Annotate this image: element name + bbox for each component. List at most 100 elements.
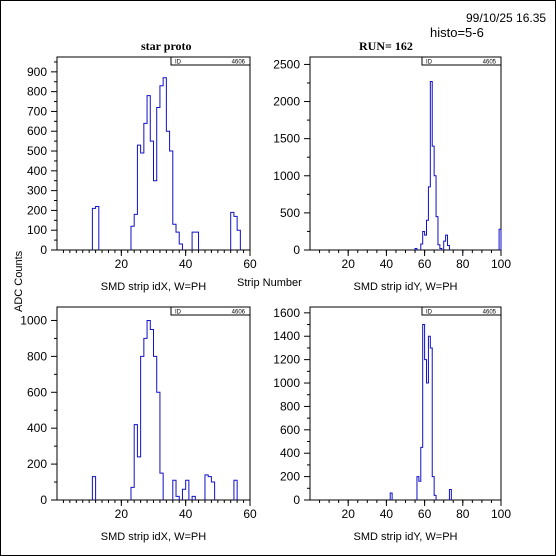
histogram-1-bin	[163, 78, 166, 250]
histogram-2-x-caption: SMD strip idY, W=PH	[353, 281, 457, 293]
histogram-3-bin	[160, 473, 163, 500]
histogram-3-bin	[192, 496, 195, 500]
histogram-4-bin	[449, 489, 451, 500]
histogram-3-bin	[147, 320, 150, 500]
histogram-4-x-tick-label: 100	[491, 507, 511, 521]
histogram-2-bin	[436, 217, 438, 250]
histogram-1-y-tick-label: 300	[27, 184, 47, 198]
histogram-4-y-tick-label: 800	[280, 399, 300, 413]
histogram-1-bin	[144, 123, 147, 250]
histogram-2-y-tick-label: 2500	[273, 57, 300, 71]
histogram-4-bin	[419, 481, 421, 500]
histogram-4-y-tick-label: 600	[280, 423, 300, 437]
histogram-4-y-tick-label: 1200	[273, 353, 300, 367]
histogram-4-bin	[427, 383, 429, 500]
histogram-2-bin	[434, 176, 436, 250]
histogram-3-bin	[157, 392, 160, 500]
histogram-3-x-tick-label: 20	[115, 507, 129, 521]
histogram-2-x-tick-label: 20	[342, 257, 356, 271]
histogram-1-bin	[234, 216, 237, 250]
histogram-4-x-tick-label: 20	[342, 507, 356, 521]
histogram-3-bin	[211, 482, 214, 500]
histogram-1-stat-id: ID	[175, 60, 182, 66]
histogram-3-bin	[134, 425, 137, 500]
histogram-1-bin	[237, 230, 240, 250]
histogram-4-y-tick-label: 400	[280, 446, 300, 460]
histogram-4-x-tick-label: 80	[456, 507, 470, 521]
histogram-2-bin	[425, 235, 427, 250]
histogram-1-x-tick-label: 20	[115, 257, 129, 271]
histogram-2-bin	[440, 249, 442, 250]
histogram-1-y-tick-label: 200	[27, 203, 47, 217]
histogram-1-bin	[137, 145, 140, 250]
histogram-1-bin	[131, 226, 134, 250]
datetime-label: 99/10/25 16.35	[466, 11, 547, 25]
histogram-1-y-tick-label: 400	[27, 164, 47, 178]
histogram-4-bin	[417, 477, 419, 500]
histogram-1-bin	[147, 96, 150, 250]
histogram-4-stat-id: ID	[426, 310, 433, 316]
histogram-4-y-tick-label: 1600	[273, 306, 300, 320]
histogram-2-bin	[432, 146, 434, 250]
histogram-1-bin	[157, 107, 160, 250]
histogram-4-bin	[423, 325, 425, 500]
histogram-2-bin	[428, 187, 430, 250]
histogram-2-bin	[421, 244, 423, 250]
histogram-2-bin	[499, 229, 501, 250]
histogram-3-bin	[141, 356, 144, 500]
histogram-3-y-tick-label: 0	[40, 493, 47, 507]
histogram-2-bin	[446, 235, 448, 250]
histogram-3-histogram-line	[91, 319, 238, 500]
histogram-3-bin	[186, 480, 189, 500]
histogram-1-x-tick-label: 40	[179, 257, 193, 271]
histogram-2-x-tick-label: 40	[380, 257, 394, 271]
histogram-1-stat-box	[170, 56, 251, 66]
title-right: RUN= 162	[359, 39, 413, 53]
histogram-3-stat-value: 4606	[232, 310, 246, 316]
histogram-1-bin	[231, 212, 234, 250]
histogram-1-bin	[154, 181, 157, 250]
histogram-1-bin	[173, 224, 176, 250]
histogram-2-frame	[309, 56, 502, 251]
histogram-2-histogram-line	[414, 80, 502, 250]
histogram-1-bin	[96, 206, 99, 250]
histogram-1-bin	[134, 214, 137, 250]
histogram-2-bin	[423, 231, 425, 250]
histogram-1-y-tick-label: 600	[27, 124, 47, 138]
histogram-1-bin	[170, 151, 173, 250]
histogram-3-bin	[144, 338, 147, 500]
histogram-1-bin	[92, 208, 95, 250]
histogram-1-y-tick-label: 0	[40, 243, 47, 257]
histogram-1-bin	[160, 86, 163, 250]
histogram-1-y-tick-label: 900	[27, 65, 47, 79]
histogram-1-y-tick-label: 500	[27, 144, 47, 158]
histogram-2-bin	[415, 249, 417, 250]
histogram-2-x-tick-label: 60	[418, 257, 432, 271]
histogram-4-y-tick-label: 1000	[273, 376, 300, 390]
histogram-3-bin	[176, 496, 179, 500]
histogram-3-y-tick-label: 1000	[20, 313, 47, 327]
histogram-3-stat-id: ID	[175, 310, 182, 316]
histogram-3-y-tick-label: 200	[27, 457, 47, 471]
histogram-3-bin	[208, 477, 211, 500]
histogram-1-bin	[176, 232, 179, 250]
histogram-4-frame	[309, 306, 502, 501]
y-axis-label: ADC Counts	[13, 250, 25, 312]
histogram-1-histogram-line	[91, 77, 241, 250]
histogram-3-y-tick-label: 800	[27, 349, 47, 363]
histogram-2-bin	[427, 220, 429, 250]
histogram-3-x-tick-label: 40	[179, 507, 193, 521]
histogram-4-bin	[430, 348, 432, 500]
histogram-1-bin	[192, 232, 195, 250]
histogram-4-y-tick-label: 1400	[273, 329, 300, 343]
histogram-1-bin	[179, 244, 182, 250]
histogram-4-y-tick-label: 200	[280, 470, 300, 484]
histogram-1-stat-value: 4606	[232, 60, 246, 66]
histogram-3-bin	[137, 457, 140, 500]
histogram-1-bin	[166, 131, 169, 250]
histogram-4-bin	[390, 493, 392, 500]
histogram-2-bin	[448, 246, 450, 250]
histogram-1-bin	[141, 153, 144, 250]
histo-label: histo=5-6	[430, 25, 484, 40]
histogram-2-y-tick-label: 1500	[273, 132, 300, 146]
